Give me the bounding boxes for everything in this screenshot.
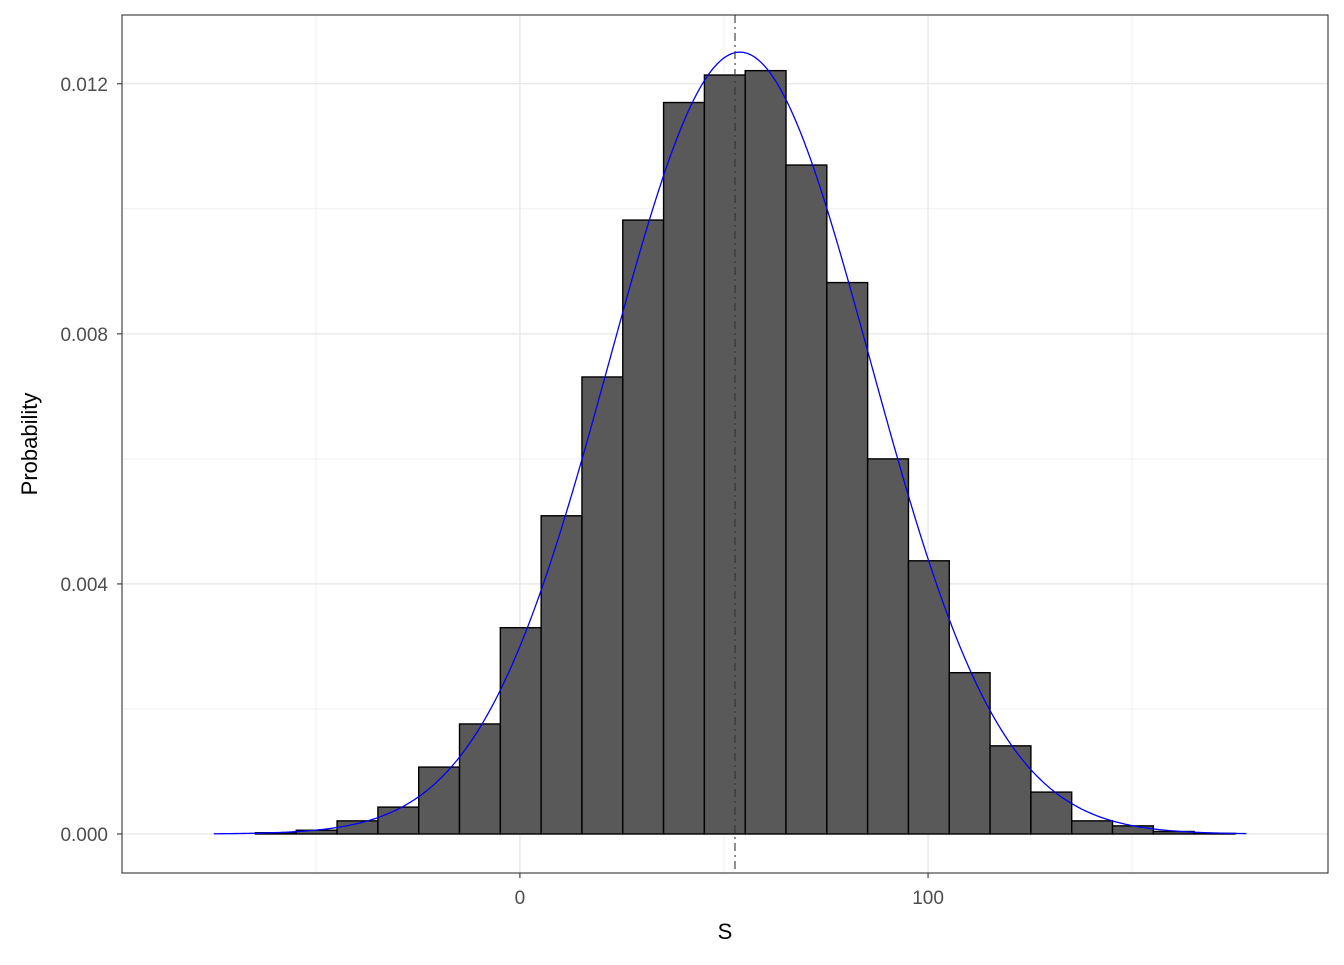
y-tick-label: 0.004 xyxy=(60,575,108,596)
histogram-bar xyxy=(1111,825,1155,835)
histogram-bar xyxy=(336,820,379,835)
histogram-bar xyxy=(581,376,624,835)
density-curve xyxy=(213,51,1247,835)
histogram-bar xyxy=(622,219,665,835)
plot-panel-border xyxy=(121,14,1329,874)
histogram-bar xyxy=(989,745,1032,835)
x-axis-label: S xyxy=(718,919,733,944)
x-axis: 0 100 xyxy=(515,873,944,909)
histogram-bar xyxy=(785,164,828,835)
y-axis-label: Probability xyxy=(17,393,42,496)
histogram-bar xyxy=(826,281,869,835)
x-tick-label: 0 xyxy=(515,888,526,909)
histogram-bar xyxy=(866,458,910,835)
histogram-bar xyxy=(540,515,583,835)
histogram-bar xyxy=(907,560,950,835)
y-axis: 0.000 0.004 0.008 0.012 xyxy=(60,75,122,846)
x-tick-label: 100 xyxy=(912,888,944,909)
histogram-bar xyxy=(377,806,420,835)
histogram-bar xyxy=(948,671,991,835)
histogram-bar xyxy=(499,626,542,835)
y-tick-label: 0.000 xyxy=(60,825,108,846)
histogram-bar xyxy=(458,723,502,835)
histogram-bar xyxy=(1030,791,1073,835)
histogram-bar xyxy=(703,74,746,835)
histogram-bars xyxy=(254,69,1236,835)
histogram-bar xyxy=(744,69,787,835)
histogram-bar xyxy=(662,101,706,835)
y-tick-label: 0.008 xyxy=(60,325,108,346)
histogram-bar xyxy=(1070,820,1114,835)
histogram-bar xyxy=(418,766,461,835)
y-tick-label: 0.012 xyxy=(60,75,108,96)
